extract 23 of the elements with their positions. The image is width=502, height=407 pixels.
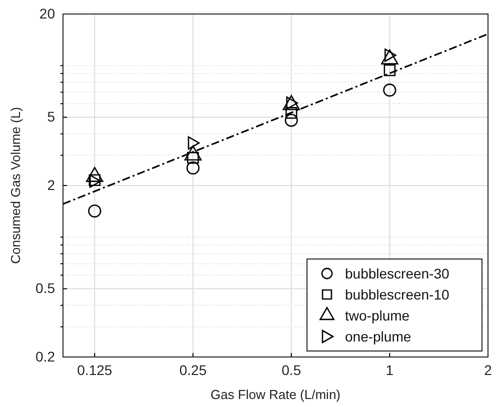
- x-axis-title: Gas Flow Rate (L/min): [210, 387, 341, 402]
- x-tick-label: 2: [484, 362, 492, 378]
- legend-label: two-plume: [345, 307, 410, 324]
- point: [384, 64, 396, 76]
- point: [188, 136, 200, 150]
- x-tick-label: 0.25: [179, 362, 207, 378]
- x-tick-label: 0.125: [77, 362, 112, 378]
- y-tick-label: 0.2: [36, 348, 56, 364]
- y-tick-label: 20: [39, 5, 56, 22]
- point: [383, 84, 396, 97]
- x-tick-label: 0.5: [282, 362, 302, 378]
- point: [88, 204, 102, 218]
- y-tick-label: 2: [47, 176, 56, 193]
- legend-label: one-plume: [345, 328, 412, 344]
- y-tick-label: 0.5: [36, 280, 56, 296]
- y-tick-label: 5: [47, 108, 56, 125]
- x-tick-label: 1: [386, 362, 394, 378]
- legend-label: bubblescreen-30: [345, 265, 450, 282]
- y-axis-title: Consumed Gas Volume (L): [8, 107, 23, 264]
- legend-label: bubblescreen-10: [345, 286, 450, 302]
- point: [186, 161, 200, 175]
- point: [285, 107, 298, 119]
- point: [284, 114, 298, 127]
